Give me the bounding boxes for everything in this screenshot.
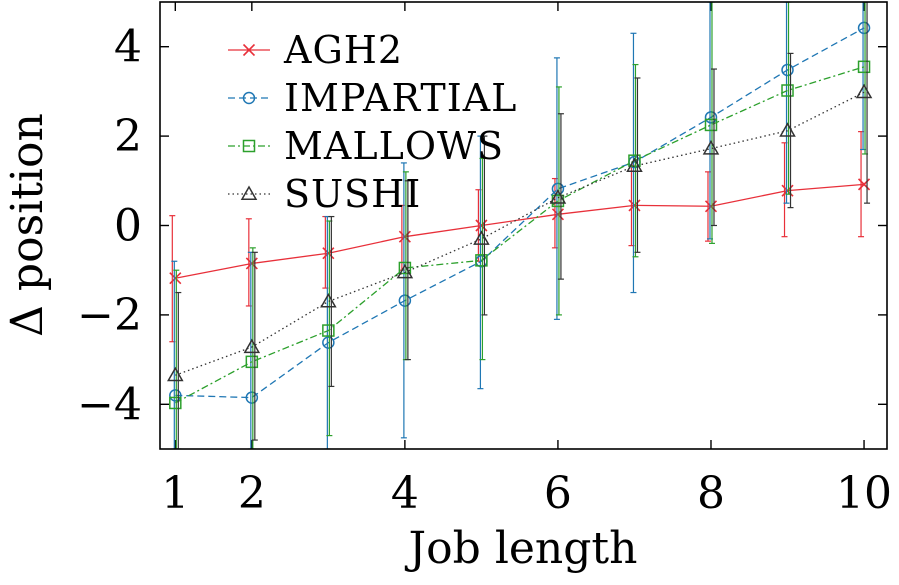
- data-point: [245, 355, 259, 369]
- data-point: [781, 84, 794, 97]
- x-axis-ticks: 1 2 4 6 8 10: [161, 2, 892, 519]
- data-point: [245, 257, 258, 270]
- data-point: [779, 122, 796, 137]
- y-tick-label: 2: [114, 111, 142, 162]
- data-point: [628, 199, 641, 212]
- error-bar: [249, 247, 256, 449]
- x-tick-label: 6: [544, 468, 572, 519]
- legend-item-agh2: AGH2: [228, 28, 403, 72]
- data-point: [857, 60, 871, 74]
- error-bar: [553, 57, 560, 320]
- legend-marker: [242, 139, 256, 153]
- error-bar: [864, 2, 871, 204]
- legend-item-sushi: SUSHI: [228, 172, 421, 216]
- data-point: [167, 366, 184, 382]
- data-point: [857, 178, 871, 191]
- error-bar: [171, 260, 178, 449]
- data-point: [626, 157, 643, 173]
- error-bar: [328, 215, 335, 388]
- error-bar: [708, 2, 715, 244]
- plot-frame: [159, 1, 888, 450]
- data-point: [855, 83, 873, 99]
- x-axis-title: Job length: [405, 523, 638, 574]
- legend-label: MALLOWS: [284, 124, 504, 168]
- data-point: [398, 261, 412, 275]
- y-axis-ticks: −4 −2 0 2 4: [77, 22, 887, 430]
- legend-marker: [240, 185, 258, 200]
- data-point: [320, 292, 337, 308]
- error-bar: [555, 86, 562, 316]
- series-sushi: [167, 2, 873, 449]
- legend-item-mallows: MALLOWS: [228, 124, 504, 168]
- y-tick-label: 4: [114, 22, 142, 73]
- x-tick-label: 1: [161, 468, 189, 519]
- data-point: [704, 118, 718, 132]
- data-point: [169, 396, 182, 410]
- series-impartial: [169, 2, 871, 449]
- series-line: [175, 27, 865, 399]
- data-point: [475, 219, 488, 232]
- data-point: [169, 272, 182, 285]
- series-line: [175, 183, 865, 279]
- x-tick-label: 2: [238, 468, 266, 519]
- error-bar: [783, 2, 790, 204]
- error-bar: [481, 135, 488, 316]
- error-bar: [400, 162, 407, 439]
- x-tick-label: 4: [391, 468, 419, 519]
- legend-label: SUSHI: [284, 172, 421, 216]
- data-point: [702, 140, 720, 155]
- data-point: [551, 182, 565, 196]
- y-tick-label: 0: [114, 201, 142, 252]
- legend-marker: [242, 91, 256, 105]
- data-point: [473, 230, 490, 245]
- y-tick-label: −2: [77, 290, 142, 341]
- y-axis-title: Δ position: [2, 113, 53, 337]
- data-point: [398, 230, 411, 243]
- data-point: [781, 63, 794, 77]
- data-point: [857, 21, 871, 35]
- legend-item-impartial: IMPARTIAL: [228, 76, 517, 120]
- data-point: [396, 263, 414, 279]
- series-agh2: [169, 131, 871, 343]
- data-point: [551, 208, 565, 221]
- x-tick-label: 10: [836, 468, 892, 519]
- error-bar: [787, 52, 794, 209]
- data-point: [704, 111, 718, 124]
- error-bar: [175, 291, 182, 449]
- x-tick-label: 8: [697, 468, 725, 519]
- data-point: [549, 189, 567, 204]
- data-point: [322, 336, 335, 349]
- data-point: [628, 154, 641, 167]
- plot-area: [167, 2, 873, 449]
- error-bar: [173, 269, 180, 449]
- legend-marker: [242, 43, 256, 57]
- series-line: [175, 91, 865, 376]
- data-point: [398, 294, 412, 307]
- data-point: [322, 247, 335, 260]
- series-line: [174, 66, 865, 404]
- data-point: [245, 391, 259, 404]
- legend-label: IMPARTIAL: [284, 76, 517, 120]
- data-point: [169, 389, 182, 402]
- data-point: [322, 324, 335, 337]
- y-tick-label: −4: [77, 379, 142, 430]
- series-mallows: [169, 2, 871, 449]
- data-point: [243, 338, 261, 354]
- legend-label: AGH2: [283, 28, 403, 72]
- data-point: [475, 254, 488, 267]
- data-point: [704, 200, 718, 213]
